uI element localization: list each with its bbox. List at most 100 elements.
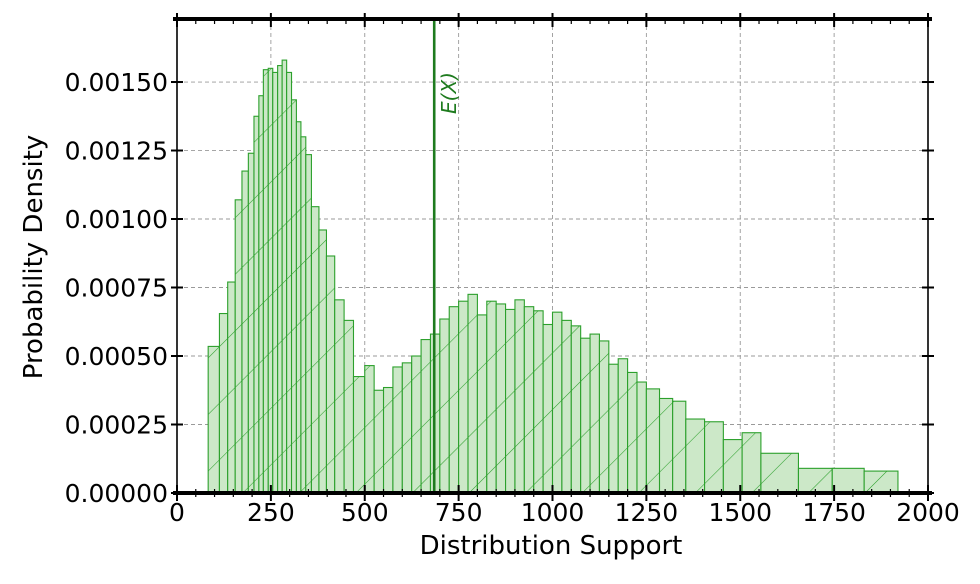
- bar-hatch: [448, 306, 460, 494]
- histogram-bar: [286, 71, 293, 494]
- bar-hatch: [234, 199, 243, 494]
- x-axis-label: Distribution Support: [420, 531, 683, 561]
- mean-marker: E(X): [432, 19, 461, 493]
- y-tick-label: 0.00125: [65, 137, 168, 166]
- histogram-bar: [218, 312, 229, 494]
- histogram-bar: [458, 300, 469, 494]
- histogram-bar: [598, 340, 610, 494]
- bar-hatch: [218, 312, 229, 494]
- histogram-bar: [373, 389, 385, 494]
- histogram-bar: [247, 152, 255, 494]
- bar-hatch: [272, 71, 279, 494]
- histogram-bar: [234, 199, 243, 494]
- bar-hatch: [277, 65, 283, 494]
- histogram-bar: [364, 365, 375, 494]
- histogram-bar: [645, 388, 661, 494]
- histogram-bar: [253, 115, 260, 494]
- histogram-bar: [505, 308, 516, 494]
- bar-hatch: [704, 421, 724, 494]
- histogram-bar: [722, 439, 743, 494]
- bar-hatch: [227, 281, 236, 494]
- bar-hatch: [258, 95, 264, 494]
- x-tick-label: 1750: [802, 498, 866, 527]
- bar-hatch: [420, 339, 432, 494]
- bar-hatch: [267, 67, 274, 494]
- histogram-bar: [420, 339, 432, 494]
- bar-hatch: [476, 314, 488, 494]
- bar-hatch: [334, 299, 345, 494]
- bar-hatch: [241, 170, 249, 494]
- bar-hatch: [286, 71, 293, 494]
- histogram-bar: [797, 467, 833, 494]
- histogram-bar: [486, 300, 497, 494]
- histogram-bar: [685, 418, 706, 494]
- bar-hatch: [561, 319, 572, 494]
- histogram-bar: [272, 71, 279, 494]
- bar-hatch: [722, 439, 743, 494]
- bar-hatch: [797, 467, 833, 494]
- bar-hatch: [382, 386, 394, 494]
- bar-hatch: [262, 69, 269, 494]
- histogram-bar: [310, 206, 320, 494]
- mean-label: E(X): [437, 72, 461, 114]
- histogram-bar: [439, 318, 450, 494]
- histogram-bar: [551, 311, 563, 494]
- histogram-bar: [392, 366, 403, 494]
- histogram-bar: [448, 306, 460, 494]
- bar-hatch: [523, 306, 535, 494]
- histogram-bars: [207, 59, 899, 494]
- bar-hatch: [295, 121, 302, 494]
- histogram-bar: [760, 452, 800, 494]
- x-tick-label: 1250: [615, 498, 679, 527]
- bar-hatch: [760, 452, 800, 494]
- histogram-bar: [542, 323, 554, 494]
- bar-hatch: [343, 319, 355, 494]
- bar-hatch: [580, 337, 591, 494]
- y-axis-label: Probability Density: [19, 135, 49, 380]
- histogram-bar: [514, 299, 525, 494]
- histogram-bar: [467, 293, 478, 494]
- x-tick-label: 0: [169, 498, 185, 527]
- bar-hatch: [401, 362, 413, 494]
- y-tick-label: 0.00150: [65, 68, 168, 97]
- y-tick-label: 0.00050: [65, 342, 168, 371]
- bar-hatch: [439, 318, 450, 494]
- histogram-bar: [627, 371, 638, 494]
- y-tick-label: 0.00100: [65, 205, 168, 234]
- x-tick-label: 2000: [896, 498, 960, 527]
- bar-hatch: [672, 400, 687, 494]
- bar-hatch: [392, 366, 403, 494]
- histogram-bar: [343, 319, 355, 494]
- bar-hatch: [533, 310, 544, 494]
- bar-hatch: [570, 325, 582, 494]
- bar-hatch: [325, 255, 336, 494]
- histogram-bar: [318, 229, 327, 494]
- x-tick-label: 500: [341, 498, 389, 527]
- bar-hatch: [281, 59, 288, 494]
- histogram-bar: [262, 69, 269, 494]
- bar-hatch: [467, 293, 478, 494]
- histogram-bar: [277, 65, 283, 494]
- histogram-bar: [672, 400, 687, 494]
- bar-hatch: [741, 432, 762, 494]
- bar-hatch: [831, 467, 865, 494]
- bar-hatch: [253, 115, 260, 494]
- histogram-bar: [411, 355, 422, 494]
- x-tick-label: 1500: [708, 498, 772, 527]
- bar-hatch: [300, 136, 307, 494]
- bar-hatch: [551, 311, 563, 494]
- histogram-bar: [334, 299, 345, 494]
- y-tick-label: 0.00075: [65, 274, 168, 303]
- bar-hatch: [608, 363, 619, 494]
- histogram-bar: [207, 345, 220, 494]
- bar-hatch: [364, 365, 375, 494]
- histogram-bar: [352, 376, 366, 494]
- bar-hatch: [627, 371, 638, 494]
- histogram-bar: [561, 319, 572, 494]
- histogram-bar: [831, 467, 865, 494]
- bar-hatch: [207, 345, 220, 494]
- histogram-bar: [258, 95, 264, 494]
- x-tick-label: 1000: [521, 498, 585, 527]
- bar-hatch: [505, 308, 516, 494]
- x-tick-label: 750: [435, 498, 483, 527]
